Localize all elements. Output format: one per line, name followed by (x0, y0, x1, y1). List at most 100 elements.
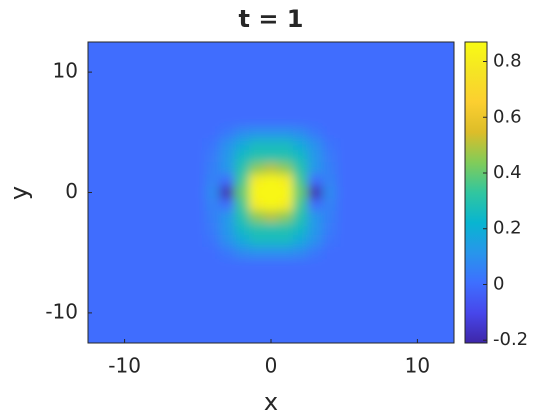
heatmap-cell (307, 210, 323, 224)
colorbar-tick-label: 0.6 (493, 106, 522, 127)
heatmap-cell (263, 162, 279, 175)
heatmap-cell (307, 162, 323, 175)
heatmap-cell (205, 42, 221, 79)
heatmap-cell (139, 174, 184, 187)
heatmap-cell (183, 78, 206, 109)
heatmap-cell (307, 234, 323, 248)
heatmap-cell (183, 108, 206, 127)
heatmap-cell (358, 258, 404, 278)
heatmap-cell (249, 138, 265, 151)
heatmap-cell (219, 150, 235, 163)
heatmap-cell (402, 42, 454, 79)
heatmap-cell (322, 222, 338, 236)
heatmap-cell (292, 126, 309, 139)
heatmap-cell (219, 78, 235, 109)
chart-title: t = 1 (239, 5, 304, 33)
heatmap-cell (139, 246, 184, 260)
heatmap-cell (336, 186, 360, 200)
heatmap-cell (336, 198, 360, 212)
heatmap-cell (402, 210, 454, 224)
heatmap-cell (234, 306, 250, 343)
heatmap-cell (402, 246, 454, 260)
heatmap-cell (249, 258, 265, 278)
heatmap-cell (278, 138, 294, 151)
heatmap-cell (183, 174, 206, 187)
heatmap-cell (336, 108, 360, 127)
heatmap-cell (205, 186, 221, 200)
heatmap-cell (358, 78, 404, 109)
heatmap-cell (249, 78, 265, 109)
heatmap-cell (88, 186, 140, 200)
heatmap-cell (263, 108, 279, 127)
heatmap-cell (88, 138, 140, 151)
heatmap-cell (88, 150, 140, 163)
heatmap-cell (263, 42, 279, 79)
heatmap-cell (307, 174, 323, 187)
colorbar (464, 41, 488, 344)
heatmap-cell (292, 42, 309, 79)
heatmap-cell (322, 174, 338, 187)
heatmap-cell (402, 258, 454, 278)
heatmap-cell (139, 306, 184, 343)
heatmap-cell (278, 258, 294, 278)
heatmap-cell (139, 78, 184, 109)
heatmap-cell (358, 150, 404, 163)
heatmap-cell (88, 42, 140, 79)
heatmap-cell (139, 150, 184, 163)
heatmap-cell (322, 210, 338, 224)
heatmap-cell (249, 150, 265, 163)
heatmap-cell (219, 234, 235, 248)
heatmap-cell (336, 42, 360, 79)
heatmap-cell (358, 234, 404, 248)
colorbar-tick-label: 0 (493, 273, 504, 294)
heatmap-cell (139, 126, 184, 139)
heatmap-cell (358, 126, 404, 139)
heatmap-cell (183, 126, 206, 139)
heatmap-cell (263, 198, 279, 212)
heatmap-cell (249, 126, 265, 139)
heatmap-cell (263, 174, 279, 187)
heatmap-cell (307, 108, 323, 127)
heatmap-cell (292, 246, 309, 260)
heatmap-cell (183, 258, 206, 278)
heatmap-cell (263, 234, 279, 248)
x-tick-label: 0 (265, 354, 278, 378)
heatmap-cell (322, 42, 338, 79)
heatmap-cell (249, 108, 265, 127)
heatmap-cell (322, 186, 338, 200)
heatmap-cell (183, 234, 206, 248)
heatmap-cell (249, 198, 265, 212)
heatmap-cell (263, 246, 279, 260)
heatmap-cell (88, 222, 140, 236)
heatmap-cell (205, 108, 221, 127)
y-tick-label: 0 (65, 179, 78, 203)
heatmap-cell (88, 258, 140, 278)
heatmap-cell (292, 210, 309, 224)
heatmap-cell (139, 162, 184, 175)
y-tick-label: -10 (45, 299, 78, 323)
heatmap-cell (219, 210, 235, 224)
heatmap-cell (278, 234, 294, 248)
heatmap-cell (205, 198, 221, 212)
heatmap-cell (205, 138, 221, 151)
heatmap-cell (278, 78, 294, 109)
heatmap-cell (249, 42, 265, 79)
heatmap-cell (263, 222, 279, 236)
heatmap-cell (183, 246, 206, 260)
y-tick-label: 10 (53, 59, 78, 83)
heatmap-cell (402, 126, 454, 139)
heatmap-cell (88, 246, 140, 260)
heatmap-cell (292, 186, 309, 200)
heatmap-cell (139, 42, 184, 79)
heatmap-cell (336, 150, 360, 163)
heatmap-cell (139, 138, 184, 151)
heatmap-cell (402, 162, 454, 175)
heatmap-cell (402, 138, 454, 151)
heatmap-cell (402, 78, 454, 109)
heatmap-cell (139, 222, 184, 236)
heatmap-cell (307, 276, 323, 308)
heatmap-cell (358, 138, 404, 151)
heatmap-cell (278, 108, 294, 127)
heatmap-cell (263, 138, 279, 151)
